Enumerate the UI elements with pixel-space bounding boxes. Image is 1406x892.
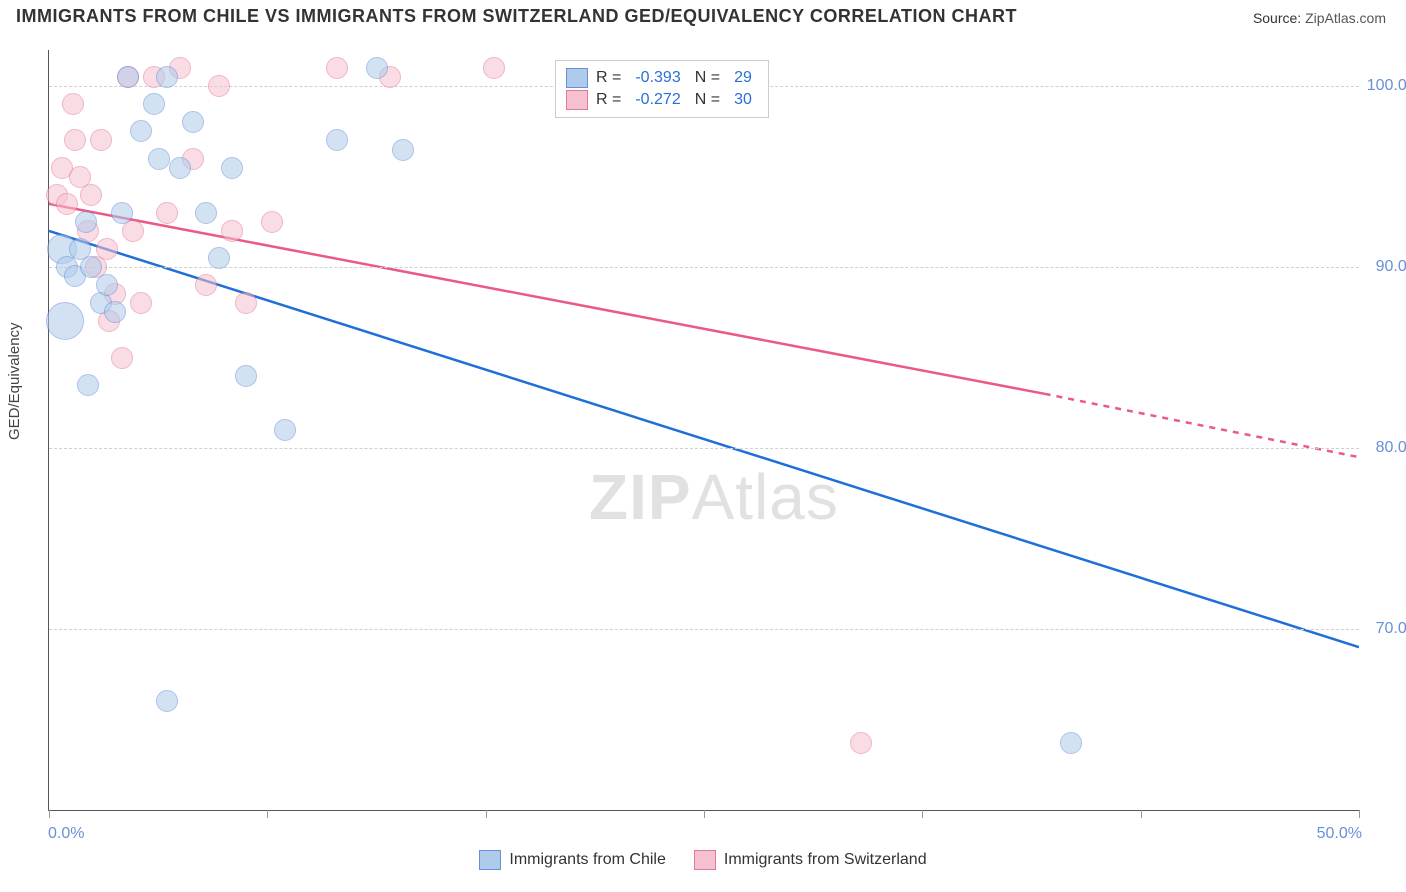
n-value-switzerland: 30 — [734, 89, 752, 111]
legend-row-switzerland: R = -0.272 N = 30 — [566, 89, 758, 111]
scatter-point-switzerland — [326, 57, 348, 79]
scatter-point-switzerland — [195, 274, 217, 296]
scatter-point-switzerland — [221, 220, 243, 242]
n-label: N = — [695, 89, 720, 111]
gridline: 70.0% — [49, 629, 1359, 630]
scatter-point-chile — [156, 690, 178, 712]
scatter-point-chile — [143, 93, 165, 115]
correlation-legend: R = -0.393 N = 29 R = -0.272 N = 30 — [555, 60, 769, 118]
legend-item-switzerland: Immigrants from Switzerland — [694, 850, 927, 870]
y-tick-label: 80.0% — [1376, 439, 1406, 457]
scatter-point-chile — [111, 202, 133, 224]
scatter-point-switzerland — [850, 732, 872, 754]
swatch-switzerland — [566, 90, 588, 110]
scatter-point-chile — [392, 139, 414, 161]
scatter-point-chile — [1060, 732, 1082, 754]
scatter-point-switzerland — [90, 129, 112, 151]
y-tick-label: 100.0% — [1367, 77, 1406, 95]
scatter-point-chile — [80, 256, 102, 278]
scatter-point-chile — [148, 148, 170, 170]
gridline: 80.0% — [49, 448, 1359, 449]
scatter-point-chile — [77, 374, 99, 396]
scatter-point-chile — [156, 66, 178, 88]
x-axis-max: 50.0% — [1317, 825, 1362, 843]
gridline: 90.0% — [49, 267, 1359, 268]
watermark-bold: ZIP — [589, 461, 692, 533]
scatter-point-switzerland — [56, 193, 78, 215]
scatter-point-chile — [274, 419, 296, 441]
scatter-point-chile — [221, 157, 243, 179]
scatter-point-chile — [326, 129, 348, 151]
chart-title: IMMIGRANTS FROM CHILE VS IMMIGRANTS FROM… — [16, 6, 1017, 27]
source-label: Source: — [1253, 10, 1305, 26]
scatter-point-chile — [104, 301, 126, 323]
scatter-point-switzerland — [64, 129, 86, 151]
scatter-point-switzerland — [62, 93, 84, 115]
scatter-point-switzerland — [96, 238, 118, 260]
x-tick — [922, 810, 923, 818]
swatch-switzerland — [694, 850, 716, 870]
x-tick — [267, 810, 268, 818]
y-tick-label: 90.0% — [1376, 258, 1406, 276]
scatter-point-chile — [366, 57, 388, 79]
scatter-point-chile — [195, 202, 217, 224]
scatter-point-chile — [46, 302, 84, 340]
x-tick — [1141, 810, 1142, 818]
legend-row-chile: R = -0.393 N = 29 — [566, 67, 758, 89]
scatter-point-chile — [235, 365, 257, 387]
scatter-point-switzerland — [483, 57, 505, 79]
trend-lines-layer — [49, 50, 1359, 810]
r-label: R = — [596, 67, 621, 89]
scatter-point-switzerland — [130, 292, 152, 314]
scatter-point-chile — [75, 211, 97, 233]
scatter-point-switzerland — [208, 75, 230, 97]
x-tick — [49, 810, 50, 818]
swatch-chile — [566, 68, 588, 88]
swatch-chile — [479, 850, 501, 870]
x-tick — [486, 810, 487, 818]
r-value-switzerland: -0.272 — [635, 89, 680, 111]
plot-area: ZIPAtlas 70.0%80.0%90.0%100.0% — [48, 50, 1359, 811]
r-value-chile: -0.393 — [635, 67, 680, 89]
n-value-chile: 29 — [734, 67, 752, 89]
x-axis-min: 0.0% — [48, 825, 84, 843]
chart-container: IMMIGRANTS FROM CHILE VS IMMIGRANTS FROM… — [0, 0, 1406, 892]
x-tick — [1359, 810, 1360, 818]
scatter-point-switzerland — [261, 211, 283, 233]
scatter-point-chile — [117, 66, 139, 88]
scatter-point-chile — [169, 157, 191, 179]
scatter-point-chile — [208, 247, 230, 269]
x-tick — [704, 810, 705, 818]
legend-label-switzerland: Immigrants from Switzerland — [724, 851, 927, 869]
scatter-point-chile — [130, 120, 152, 142]
watermark-thin: Atlas — [692, 461, 839, 533]
y-axis-label: GED/Equivalency — [6, 322, 23, 440]
r-label: R = — [596, 89, 621, 111]
y-tick-label: 70.0% — [1376, 620, 1406, 638]
legend-item-chile: Immigrants from Chile — [479, 850, 665, 870]
source-link[interactable]: ZipAtlas.com — [1305, 10, 1386, 26]
scatter-point-switzerland — [235, 292, 257, 314]
series-legend: Immigrants from Chile Immigrants from Sw… — [0, 850, 1406, 870]
trend-line — [49, 204, 1045, 394]
legend-label-chile: Immigrants from Chile — [509, 851, 665, 869]
scatter-point-switzerland — [111, 347, 133, 369]
scatter-point-chile — [182, 111, 204, 133]
scatter-point-switzerland — [80, 184, 102, 206]
watermark: ZIPAtlas — [589, 460, 839, 534]
scatter-point-switzerland — [156, 202, 178, 224]
source-attribution: Source: ZipAtlas.com — [1253, 10, 1386, 26]
n-label: N = — [695, 67, 720, 89]
scatter-point-chile — [96, 274, 118, 296]
